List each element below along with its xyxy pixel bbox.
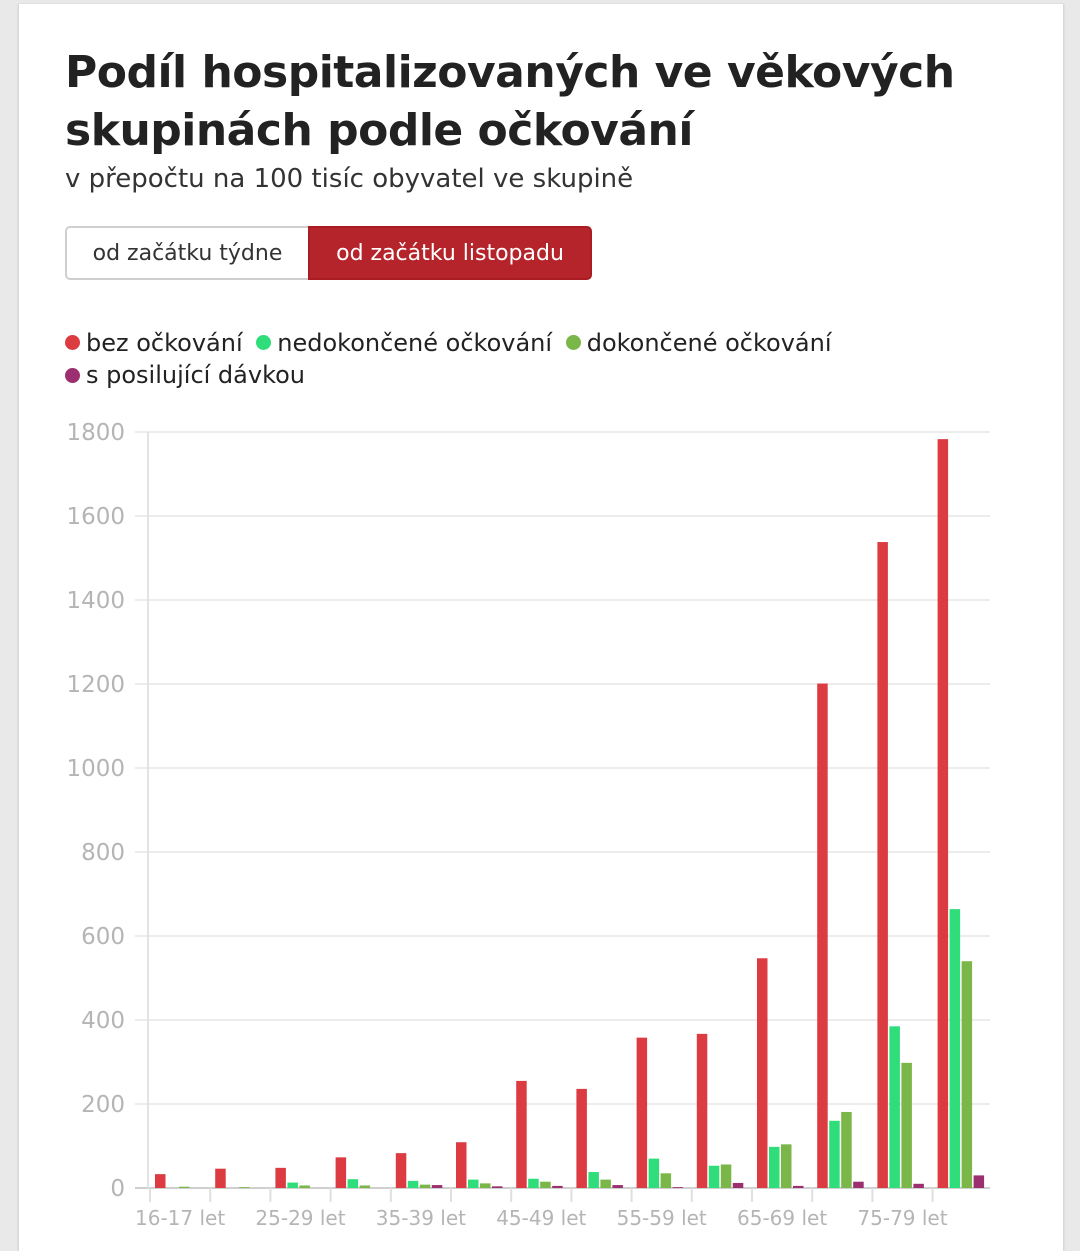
chart-title: Podíl hospitalizovaných ve věkových skup… [65,47,955,156]
bar-booster-13 [973,1175,985,1188]
bar-incomplete-8 [648,1158,660,1188]
bar-incomplete-4 [407,1180,419,1188]
y-tick-label-200: 200 [81,1092,125,1118]
y-tick-label-800: 800 [81,840,125,866]
legend-item-complete[interactable]: dokončené očkování [565,327,832,359]
bar-unvaccinated-4 [395,1153,407,1188]
chart-legend: bez očkování nedokončené očkování dokonč… [65,326,1025,391]
x-tick-label-10: 65-69 let [737,1206,827,1230]
chart-subtitle: v přepočtu na 100 tisíc obyvatel ve skup… [65,164,634,194]
bar-incomplete-3 [347,1179,359,1188]
bar-booster-8 [672,1187,684,1188]
y-tick-label-1800: 1800 [66,420,125,446]
bar-complete-9 [720,1164,732,1188]
bar-unvaccinated-10 [757,958,768,1188]
y-tick-label-1200: 1200 [66,672,125,698]
toggle-since-week-start[interactable]: od začátku týdne [65,226,308,280]
toggle-since-november-start[interactable]: od začátku listopadu [308,226,592,280]
legend-label-unvaccinated: bez očkování [86,328,243,357]
bar-unvaccinated-1 [215,1168,226,1188]
bar-complete-4 [419,1184,431,1188]
legend-label-booster: s posilující dávkou [86,361,306,389]
bar-complete-3 [359,1185,371,1188]
y-tick-label-0: 0 [110,1176,125,1202]
y-tick-label-1400: 1400 [66,588,125,614]
bar-unvaccinated-7 [576,1088,587,1188]
x-tick-label-6: 45-49 let [496,1206,586,1230]
bar-booster-9 [732,1182,744,1188]
x-tick-label-0: 16-17 let [135,1206,225,1230]
y-tick-label-600: 600 [81,924,125,950]
legend-item-incomplete[interactable]: nedokončené očkování [256,327,552,359]
bar-incomplete-13 [949,909,961,1188]
y-tick-label-1600: 1600 [66,504,125,530]
bar-complete-5 [480,1183,491,1188]
legend-item-booster[interactable]: s posilující dávkou [65,359,305,391]
bar-booster-6 [552,1185,563,1188]
bar-complete-8 [660,1173,672,1188]
period-toggle: od začátku týdne od začátku listopadu [65,226,592,280]
bar-booster-10 [793,1185,804,1188]
bar-complete-1 [239,1187,250,1188]
bar-incomplete-12 [889,1026,900,1188]
bar-unvaccinated-6 [516,1080,527,1188]
chart-card: Podíl hospitalizovaných ve věkových skup… [18,4,1064,1251]
bar-incomplete-5 [468,1179,479,1188]
bar-complete-12 [901,1062,912,1188]
bar-incomplete-7 [588,1172,599,1188]
x-tick-label-4: 35-39 let [376,1206,466,1230]
bar-complete-0 [179,1186,190,1188]
bar-unvaccinated-13 [937,439,949,1188]
bar-unvaccinated-2 [275,1167,286,1188]
legend-swatch-incomplete [256,335,272,350]
bar-complete-10 [781,1144,792,1188]
legend-label-complete: dokončené očkování [586,328,832,357]
x-tick-label-2: 25-29 let [255,1206,345,1230]
bar-booster-7 [612,1185,623,1188]
bar-complete-6 [540,1181,551,1188]
bar-complete-11 [841,1111,852,1188]
bar-booster-4 [431,1185,443,1188]
bar-incomplete-6 [528,1178,539,1188]
legend-item-unvaccinated[interactable]: bez očkování [65,327,243,359]
legend-swatch-unvaccinated [65,335,80,350]
y-tick-label-400: 400 [81,1008,125,1034]
bar-booster-12 [913,1183,924,1188]
bar-booster-11 [853,1181,864,1188]
bar-complete-2 [299,1185,310,1188]
bar-complete-13 [961,961,973,1188]
bar-unvaccinated-5 [456,1142,467,1188]
bar-unvaccinated-9 [696,1033,708,1188]
bar-incomplete-10 [769,1146,780,1188]
bar-unvaccinated-0 [155,1174,166,1188]
bar-incomplete-9 [708,1165,720,1188]
bar-booster-5 [492,1186,503,1188]
legend-label-incomplete: nedokončené očkování [277,328,553,357]
bar-complete-7 [600,1179,611,1188]
y-tick-label-1000: 1000 [66,756,125,782]
legend-swatch-complete [565,335,581,350]
legend-swatch-booster [65,367,80,383]
bar-incomplete-11 [829,1120,840,1188]
bar-unvaccinated-8 [636,1037,648,1188]
x-tick-label-12: 75-79 let [857,1206,947,1230]
bar-unvaccinated-11 [817,683,828,1188]
bar-unvaccinated-3 [335,1157,347,1188]
x-tick-label-8: 55-59 let [617,1206,707,1230]
bar-incomplete-2 [287,1182,298,1188]
bar-unvaccinated-12 [877,542,888,1188]
